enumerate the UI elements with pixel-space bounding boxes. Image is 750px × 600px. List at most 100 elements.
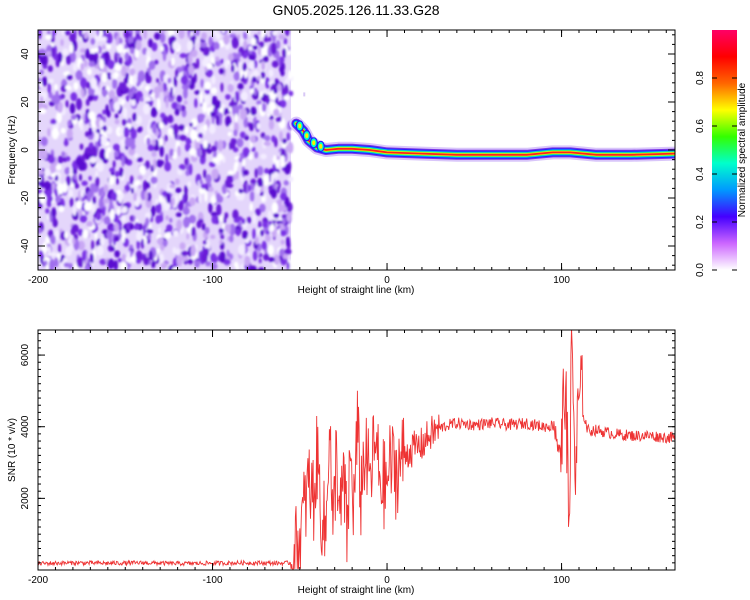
noise-speckle bbox=[114, 235, 120, 242]
noise-speckle bbox=[102, 44, 106, 50]
noise-speckle bbox=[147, 233, 151, 241]
noise-speckle bbox=[184, 157, 189, 166]
noise-speckle bbox=[252, 212, 257, 225]
noise-speckle bbox=[80, 48, 87, 54]
noise-speckle bbox=[268, 69, 274, 78]
noise-speckle bbox=[219, 239, 223, 245]
noise-speckle bbox=[184, 185, 188, 196]
noise-speckle bbox=[277, 83, 282, 92]
noise-speckle bbox=[142, 47, 148, 55]
noise-speckle bbox=[154, 198, 160, 205]
noise-speckle bbox=[106, 109, 111, 118]
noise-speckle bbox=[133, 225, 141, 230]
noise-speckle bbox=[148, 60, 156, 70]
noise-speckle bbox=[95, 128, 101, 134]
noise-speckle bbox=[94, 132, 99, 142]
noise-speckle bbox=[75, 69, 83, 81]
noise-speckle bbox=[172, 126, 177, 135]
noise-speckle bbox=[134, 153, 139, 160]
noise-speckle bbox=[282, 138, 287, 144]
noise-speckle bbox=[171, 197, 175, 207]
noise-speckle bbox=[172, 230, 179, 237]
noise-speckle bbox=[92, 196, 96, 205]
noise-speckle bbox=[250, 135, 257, 144]
noise-speckle bbox=[156, 248, 160, 254]
noise-speckle bbox=[100, 134, 108, 146]
noise-speckle bbox=[151, 42, 158, 52]
noise-speckle bbox=[280, 192, 287, 201]
noise-speckle bbox=[162, 49, 167, 62]
noise-speckle bbox=[242, 158, 246, 168]
noise-speckle bbox=[206, 69, 213, 78]
noise-speckle bbox=[127, 250, 131, 263]
noise-speckle bbox=[287, 176, 294, 182]
noise-speckle bbox=[283, 37, 288, 45]
noise-speckle bbox=[142, 224, 146, 236]
noise-speckle bbox=[154, 32, 161, 40]
noise-speckle bbox=[60, 39, 64, 47]
noise-speckle bbox=[117, 257, 122, 263]
noise-speckle bbox=[195, 30, 200, 37]
noise-speckle bbox=[174, 178, 180, 185]
noise-speckle bbox=[174, 108, 180, 116]
noise-speckle bbox=[82, 250, 87, 262]
noise-speckle bbox=[96, 245, 104, 257]
noise-speckle bbox=[73, 174, 77, 180]
noise-speckle bbox=[114, 113, 119, 119]
signal-blob-core bbox=[305, 133, 309, 139]
noise-speckle bbox=[260, 61, 266, 71]
noise-speckle bbox=[277, 199, 283, 205]
noise-speckle bbox=[121, 206, 128, 214]
noise-speckle bbox=[233, 172, 237, 181]
noise-speckle bbox=[229, 223, 236, 236]
noise-speckle bbox=[122, 107, 128, 119]
noise-speckle bbox=[230, 137, 236, 150]
noise-speckle bbox=[169, 217, 173, 223]
noise-speckle bbox=[267, 244, 274, 256]
noise-speckle bbox=[125, 72, 130, 82]
noise-speckle bbox=[150, 205, 156, 217]
noise-speckle bbox=[201, 58, 209, 67]
noise-speckle bbox=[144, 96, 151, 102]
noise-speckle bbox=[106, 43, 112, 50]
noise-speckle bbox=[236, 216, 243, 221]
noise-speckle bbox=[143, 30, 148, 40]
noise-speckle bbox=[240, 91, 248, 102]
noise-speckle bbox=[167, 30, 173, 37]
noise-speckle bbox=[69, 43, 74, 54]
noise-speckle bbox=[259, 203, 266, 213]
noise-speckle bbox=[132, 112, 137, 122]
noise-speckle bbox=[61, 48, 69, 56]
noise-speckle bbox=[107, 60, 115, 70]
noise-speckle bbox=[188, 163, 193, 176]
noise-speckle bbox=[78, 30, 83, 38]
noise-speckle bbox=[263, 141, 271, 146]
noise-speckle bbox=[262, 174, 270, 187]
noise-speckle bbox=[253, 60, 258, 69]
noise-speckle bbox=[135, 115, 142, 125]
noise-speckle bbox=[264, 168, 270, 174]
noise-speckle bbox=[99, 36, 108, 42]
noise-speckle bbox=[91, 240, 95, 251]
noise-speckle bbox=[114, 250, 121, 258]
noise-speckle bbox=[240, 77, 247, 83]
noise-speckle bbox=[133, 192, 137, 202]
noise-speckle bbox=[165, 96, 169, 109]
noise-speckle bbox=[248, 184, 252, 192]
stray-spot bbox=[303, 92, 306, 97]
noise-speckle bbox=[65, 156, 71, 162]
noise-speckle bbox=[145, 160, 150, 169]
noise-speckle bbox=[238, 244, 246, 256]
colorbar-ticks: 0.0 0.2 0.4 0.6 0.8 bbox=[695, 71, 737, 277]
noise-speckle bbox=[50, 118, 57, 125]
noise-speckle bbox=[176, 219, 183, 231]
noise-speckle bbox=[124, 51, 129, 61]
noise-speckle bbox=[271, 135, 276, 143]
noise-speckle bbox=[118, 56, 123, 66]
noise-speckle bbox=[188, 148, 196, 156]
noise-speckle bbox=[88, 61, 96, 67]
noise-speckle bbox=[112, 95, 119, 103]
noise-speckle bbox=[176, 145, 182, 157]
noise-speckle bbox=[76, 257, 84, 268]
noise-speckle bbox=[86, 68, 92, 76]
